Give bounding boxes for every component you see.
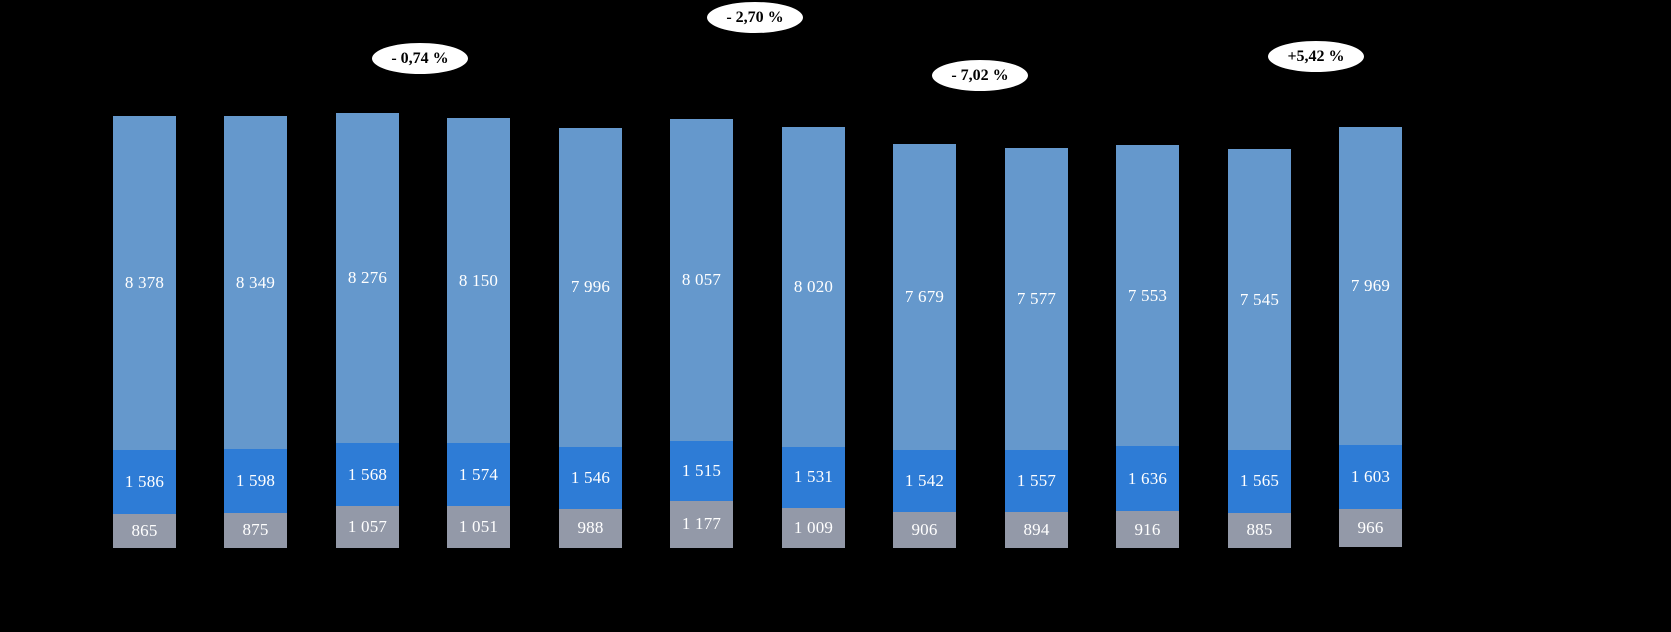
bar: 7 969 1 603 966: [1339, 127, 1402, 548]
segment-value-label: 1 636: [1127, 468, 1168, 488]
segment-value-label: 865: [131, 520, 158, 540]
segment-value-label: 1 574: [458, 464, 499, 484]
segment-value-label: 1 009: [793, 517, 834, 537]
segment-top-lightblue: 8 057: [670, 119, 733, 441]
segment-value-label: 916: [1134, 519, 1161, 539]
segment-value-label: 988: [577, 518, 604, 538]
segment-value-label: 966: [1357, 518, 1384, 538]
segment-value-label: 885: [1246, 520, 1273, 540]
segment-top-lightblue: 8 378: [113, 116, 176, 451]
segment-value-label: 7 553: [1127, 285, 1168, 305]
bar: 8 057 1 515 1 177: [670, 119, 733, 548]
segment-top-lightblue: 8 020: [782, 127, 845, 447]
bar: 7 996 1 546 988: [559, 128, 622, 548]
segment-value-label: 1 542: [904, 471, 945, 491]
segment-value-label: 8 020: [793, 276, 834, 296]
segment-bottom-gray: 865: [113, 513, 176, 548]
segment-value-label: 1 515: [681, 460, 722, 480]
bar: 8 349 1 598 875: [224, 116, 287, 548]
segment-bottom-gray: 966: [1339, 508, 1402, 548]
percent-change-callout: - 2,70 %: [706, 1, 804, 34]
segment-bottom-gray: 1 057: [336, 505, 399, 548]
segment-value-label: 8 057: [681, 269, 722, 289]
segment-value-label: 7 969: [1350, 275, 1391, 295]
segment-top-lightblue: 7 545: [1228, 149, 1291, 451]
segment-middle-blue: 1 515: [670, 440, 733, 501]
segment-value-label: 8 378: [124, 273, 165, 293]
bar: 8 276 1 568 1 057: [336, 113, 399, 548]
segment-top-lightblue: 8 150: [447, 118, 510, 444]
segment-middle-blue: 1 565: [1228, 450, 1291, 513]
segment-middle-blue: 1 546: [559, 446, 622, 509]
segment-bottom-gray: 1 009: [782, 507, 845, 549]
percent-change-label: - 0,74 %: [391, 49, 449, 67]
percent-change-callout: - 0,74 %: [371, 42, 469, 75]
segment-value-label: 894: [1023, 520, 1050, 540]
segment-top-lightblue: 7 679: [893, 144, 956, 451]
bar: 7 553 1 636 916: [1116, 145, 1179, 549]
segment-middle-blue: 1 574: [447, 443, 510, 507]
segment-middle-blue: 1 603: [1339, 444, 1402, 509]
bar: 7 577 1 557 894: [1005, 148, 1068, 548]
segment-value-label: 1 565: [1239, 471, 1280, 491]
bar: 8 150 1 574 1 051: [447, 118, 510, 548]
segment-middle-blue: 1 542: [893, 450, 956, 512]
segment-top-lightblue: 8 276: [336, 113, 399, 444]
segment-value-label: 7 545: [1239, 289, 1280, 309]
segment-value-label: 8 349: [235, 272, 276, 292]
segment-value-label: 1 557: [1016, 471, 1057, 491]
segment-middle-blue: 1 557: [1005, 450, 1068, 513]
segment-value-label: 1 177: [681, 514, 722, 534]
segment-value-label: 7 996: [570, 277, 611, 297]
segment-bottom-gray: 1 177: [670, 500, 733, 548]
segment-value-label: 1 568: [347, 464, 388, 484]
percent-change-label: - 2,70 %: [726, 8, 784, 26]
bar: 7 679 1 542 906: [893, 144, 956, 548]
segment-bottom-gray: 988: [559, 508, 622, 548]
segment-top-lightblue: 7 996: [559, 128, 622, 447]
segment-middle-blue: 1 636: [1116, 446, 1179, 512]
segment-bottom-gray: 1 051: [447, 506, 510, 548]
bar: 8 020 1 531 1 009: [782, 127, 845, 549]
segment-middle-blue: 1 531: [782, 446, 845, 508]
segment-value-label: 1 546: [570, 467, 611, 487]
segment-bottom-gray: 906: [893, 511, 956, 548]
segment-value-label: 1 603: [1350, 466, 1391, 486]
segment-bottom-gray: 875: [224, 512, 287, 548]
percent-change-label: +5,42 %: [1287, 47, 1345, 65]
segment-value-label: 1 051: [458, 516, 499, 536]
bar: 8 378 1 586 865: [113, 116, 176, 548]
segment-value-label: 1 057: [347, 516, 388, 536]
segment-value-label: 8 276: [347, 268, 388, 288]
segment-top-lightblue: 7 553: [1116, 145, 1179, 447]
segment-middle-blue: 1 568: [336, 443, 399, 506]
segment-value-label: 7 679: [904, 287, 945, 307]
segment-middle-blue: 1 586: [113, 450, 176, 514]
segment-value-label: 875: [242, 520, 269, 540]
segment-value-label: 1 586: [124, 471, 165, 491]
percent-change-callout: +5,42 %: [1267, 40, 1365, 73]
segment-middle-blue: 1 598: [224, 449, 287, 513]
segment-value-label: 7 577: [1016, 289, 1057, 309]
segment-value-label: 1 598: [235, 471, 276, 491]
segment-top-lightblue: 7 969: [1339, 127, 1402, 445]
segment-top-lightblue: 8 349: [224, 116, 287, 450]
segment-top-lightblue: 7 577: [1005, 148, 1068, 451]
segment-value-label: 1 531: [793, 467, 834, 487]
percent-change-label: - 7,02 %: [951, 66, 1009, 84]
segment-value-label: 906: [911, 519, 938, 539]
segment-bottom-gray: 916: [1116, 511, 1179, 549]
segment-bottom-gray: 885: [1228, 512, 1291, 548]
segment-bottom-gray: 894: [1005, 512, 1068, 548]
bar: 7 545 1 565 885: [1228, 149, 1291, 548]
percent-change-callout: - 7,02 %: [931, 59, 1029, 92]
segment-value-label: 8 150: [458, 270, 499, 290]
